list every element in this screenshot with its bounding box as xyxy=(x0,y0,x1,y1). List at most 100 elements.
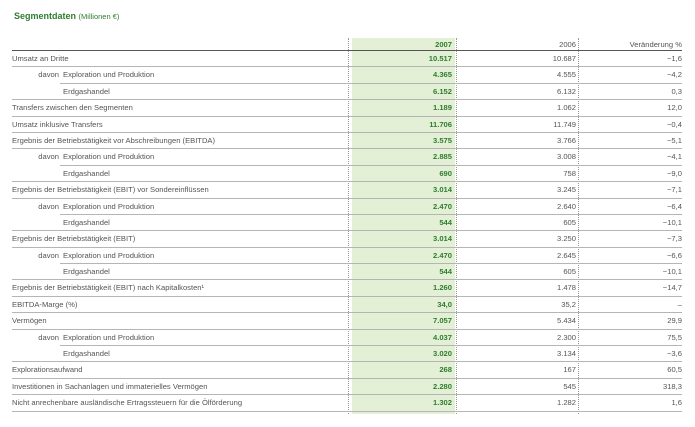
row-prefix: davon xyxy=(38,152,59,162)
value-2006: 758 xyxy=(563,168,576,178)
table-row: davon Exploration und Produktion 4.037 2.30… xyxy=(12,330,682,347)
table-row: Vermögen 7.057 5.434 29,9 xyxy=(12,313,682,330)
value-change: −7,3 xyxy=(667,234,682,244)
value-2007: 4.037 xyxy=(432,332,452,342)
row-label: Investitionen in Sachanlagen und immater… xyxy=(12,381,208,391)
value-2006: 167 xyxy=(563,365,576,375)
value-2007: 10.517 xyxy=(428,53,452,63)
row-label: Ergebnis der Betriebstätigkeit (EBIT) xyxy=(12,234,136,244)
row-label: Umsatz an Dritte xyxy=(12,53,69,63)
value-2006: 2.645 xyxy=(556,250,576,260)
value-2006: 605 xyxy=(563,267,576,277)
row-label-text: Exploration und Produktion xyxy=(63,250,155,260)
row-label: Erdgashandel xyxy=(12,346,110,362)
value-change: −7,1 xyxy=(667,185,682,195)
table-row: davon Exploration und Produktion 2.885 3.00… xyxy=(12,149,682,166)
value-change: 75,5 xyxy=(667,332,682,342)
value-change: −6,6 xyxy=(667,250,682,260)
value-2006: 3.008 xyxy=(556,152,576,162)
value-change: −1,6 xyxy=(667,53,682,63)
value-change: 318,3 xyxy=(662,381,682,391)
segment-data-table: 2007 2006 Veränderung % Umsatz an Dritte… xyxy=(12,38,682,414)
value-2007: 1.302 xyxy=(432,398,452,408)
value-2007: 3.020 xyxy=(432,349,452,359)
value-2006: 1.282 xyxy=(556,398,576,408)
value-2006: 605 xyxy=(563,217,576,227)
column-divider xyxy=(578,38,579,414)
value-2006: 10.687 xyxy=(552,53,576,63)
value-change: 1,6 xyxy=(671,398,682,408)
value-2007: 34,0 xyxy=(437,299,452,309)
row-label: davon Exploration und Produktion xyxy=(12,248,154,264)
value-2007: 268 xyxy=(439,365,452,375)
row-label: davon Exploration und Produktion xyxy=(12,149,154,165)
header-2006: 2006 xyxy=(559,40,576,49)
table-row: Erdgashandel 544 605 −10,1 xyxy=(12,264,682,281)
table-row: Umsatz inklusive Transfers 11.706 11.749 −0… xyxy=(12,117,682,133)
value-change: −4,2 xyxy=(667,70,682,80)
table-title: Segmentdaten xyxy=(14,11,77,21)
value-2006: 1.062 xyxy=(556,103,576,113)
value-2007: 544 xyxy=(439,267,452,277)
table-row: Ergebnis der Betriebstätigkeit vor Absch… xyxy=(12,133,682,150)
column-divider xyxy=(456,38,457,414)
row-label-text: Exploration und Produktion xyxy=(63,201,155,211)
value-2007: 544 xyxy=(439,217,452,227)
value-2006: 4.555 xyxy=(556,70,576,80)
value-2006: 35,2 xyxy=(561,299,576,309)
row-label: Transfers zwischen den Segmenten xyxy=(12,103,133,113)
row-prefix: davon xyxy=(38,201,59,211)
value-2007: 2.470 xyxy=(432,201,452,211)
row-label: Erdgashandel xyxy=(12,84,110,100)
value-2006: 11.749 xyxy=(553,119,576,129)
row-label: Erdgashandel xyxy=(12,215,110,231)
value-2006: 2.300 xyxy=(556,332,576,342)
value-2006: 1.478 xyxy=(556,283,576,293)
value-2007: 3.575 xyxy=(432,135,452,145)
table-row: Transfers zwischen den Segmenten 1.189 1.0… xyxy=(12,100,682,117)
row-label: Ergebnis der Betriebstätigkeit (EBIT) vo… xyxy=(12,185,209,195)
value-2007: 1.260 xyxy=(432,283,452,293)
value-change: −3,6 xyxy=(667,349,682,359)
row-prefix: davon xyxy=(38,250,59,260)
value-change: 0,3 xyxy=(671,86,682,96)
table-row: davon Exploration und Produktion 2.470 2.64… xyxy=(12,199,682,215)
value-2006: 2.640 xyxy=(556,201,576,211)
row-label-text: Exploration und Produktion xyxy=(63,332,155,342)
row-label-text: Erdgashandel xyxy=(63,86,110,96)
table-row: Erdgashandel 544 605 −10,1 xyxy=(12,215,682,232)
row-label-text: Exploration und Produktion xyxy=(63,152,155,162)
value-change: – xyxy=(677,299,682,309)
value-2006: 3.245 xyxy=(556,185,576,195)
value-2006: 3.250 xyxy=(556,234,576,244)
row-label-text: Erdgashandel xyxy=(63,168,110,178)
value-2007: 3.014 xyxy=(432,185,452,195)
value-2007: 4.365 xyxy=(432,70,452,80)
value-change: −5,1 xyxy=(667,135,682,145)
value-change: −4,1 xyxy=(667,152,682,162)
value-2007: 3.014 xyxy=(432,234,452,244)
value-2006: 6.132 xyxy=(556,86,576,96)
table-row: EBITDA-Marge (%) 34,0 35,2 – xyxy=(12,297,682,314)
header-2007: 2007 xyxy=(435,40,452,49)
row-prefix: davon xyxy=(38,70,59,80)
row-label-text: Erdgashandel xyxy=(63,349,110,359)
table-row: Erdgashandel 3.020 3.134 −3,6 xyxy=(12,346,682,363)
row-label: davon Exploration und Produktion xyxy=(12,67,154,83)
value-change: 29,9 xyxy=(667,316,682,326)
table-row: Explorationsaufwand 268 167 60,5 xyxy=(12,362,682,379)
value-2007: 690 xyxy=(439,168,452,178)
value-change: −10,1 xyxy=(662,267,682,277)
row-prefix: davon xyxy=(38,332,59,342)
table-unit: (Millionen €) xyxy=(78,12,120,21)
value-2006: 3.766 xyxy=(556,135,576,145)
value-2007: 1.189 xyxy=(432,103,452,113)
row-label: EBITDA-Marge (%) xyxy=(12,299,78,309)
value-2006: 5.434 xyxy=(556,316,576,326)
table-row: Ergebnis der Betriebstätigkeit (EBIT) na… xyxy=(12,280,682,297)
table-header-row: 2007 2006 Veränderung % xyxy=(12,38,682,51)
value-2007: 7.057 xyxy=(432,316,452,326)
value-2006: 3.134 xyxy=(556,349,576,359)
value-change: 60,5 xyxy=(667,365,682,375)
table-row: davon Exploration und Produktion 2.470 2.64… xyxy=(12,248,682,265)
